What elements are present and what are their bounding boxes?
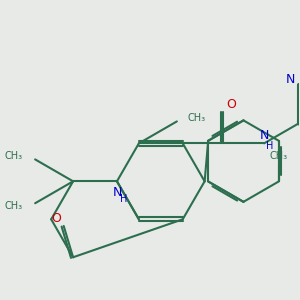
Text: CH₃: CH₃ — [270, 152, 288, 161]
Text: N: N — [260, 129, 269, 142]
Text: O: O — [51, 212, 61, 225]
Text: CH₃: CH₃ — [4, 151, 22, 161]
Text: N: N — [112, 186, 122, 199]
Text: CH₃: CH₃ — [188, 113, 206, 123]
Text: CH₃: CH₃ — [4, 201, 22, 212]
Text: N: N — [286, 74, 295, 86]
Text: H: H — [119, 194, 127, 203]
Text: H: H — [266, 142, 274, 152]
Text: O: O — [226, 98, 236, 111]
